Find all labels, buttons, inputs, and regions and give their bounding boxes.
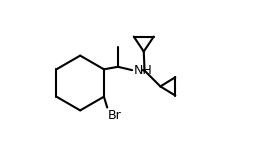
Text: NH: NH	[133, 64, 151, 78]
Text: Br: Br	[107, 109, 121, 122]
